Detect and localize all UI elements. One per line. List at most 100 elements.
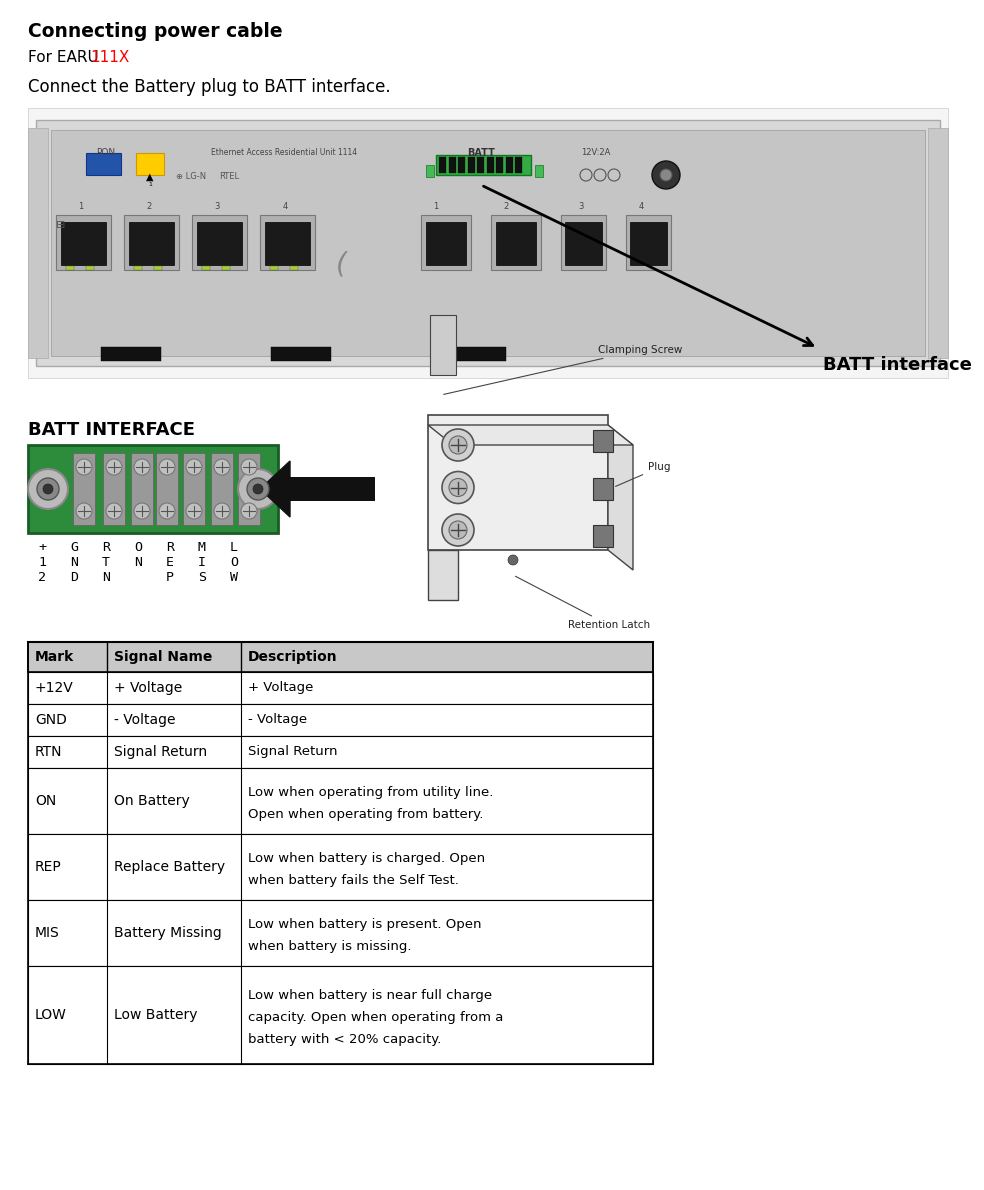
Bar (124, 215, 179, 270)
Bar (129, 223, 174, 265)
Bar (28, 966, 653, 1064)
Circle shape (660, 169, 672, 181)
Circle shape (28, 469, 68, 509)
Text: ⊕ LG-N: ⊕ LG-N (176, 173, 206, 181)
Bar (211, 453, 233, 525)
Text: +: + (38, 541, 46, 555)
Bar (28, 834, 653, 900)
Bar (290, 267, 298, 270)
Circle shape (159, 459, 175, 475)
Circle shape (106, 503, 122, 519)
Text: GND: GND (35, 713, 67, 727)
Text: Clamping Screw: Clamping Screw (444, 345, 682, 394)
Text: 1: 1 (148, 182, 152, 187)
Bar (136, 154, 164, 175)
Text: 4: 4 (639, 202, 644, 211)
Text: + Voltage: + Voltage (248, 682, 313, 695)
Text: 1: 1 (433, 202, 439, 211)
Text: BATT: BATT (467, 148, 495, 158)
Bar (486, 157, 494, 173)
Bar (426, 223, 466, 265)
Bar (36, 120, 940, 367)
Circle shape (186, 459, 202, 475)
Text: battery with < 20% capacity.: battery with < 20% capacity. (248, 1033, 442, 1046)
Bar (426, 165, 434, 177)
Bar (51, 130, 925, 356)
Bar (28, 768, 653, 834)
Text: I: I (198, 556, 206, 569)
Text: capacity. Open when operating from a: capacity. Open when operating from a (248, 1012, 504, 1025)
Polygon shape (260, 461, 290, 516)
Bar (156, 453, 178, 525)
Text: Low Battery: Low Battery (114, 1008, 198, 1022)
Circle shape (442, 430, 474, 461)
Bar (290, 477, 375, 501)
Bar (192, 215, 247, 270)
Text: LOW: LOW (35, 1008, 67, 1022)
Text: + Voltage: + Voltage (114, 681, 182, 695)
Bar (626, 215, 671, 270)
Text: Description: Description (248, 650, 338, 664)
Text: Connect the Battery plug to BATT interface.: Connect the Battery plug to BATT interfa… (28, 79, 391, 96)
Text: Open when operating from battery.: Open when operating from battery. (248, 808, 483, 821)
Circle shape (652, 161, 680, 189)
Circle shape (37, 478, 59, 500)
Bar (439, 157, 446, 173)
Bar (103, 453, 125, 525)
Bar (28, 735, 653, 768)
Text: E: E (166, 556, 174, 569)
Text: - Voltage: - Voltage (114, 713, 175, 727)
Text: G: G (70, 541, 78, 555)
Bar (496, 157, 503, 173)
Bar (496, 223, 536, 265)
Bar (56, 215, 111, 270)
Text: 3: 3 (215, 202, 219, 211)
Circle shape (508, 555, 518, 565)
Bar (86, 267, 94, 270)
Text: when battery fails the Self Test.: when battery fails the Self Test. (248, 873, 459, 887)
Text: L: L (230, 541, 238, 555)
Text: 1: 1 (79, 202, 84, 211)
Circle shape (186, 503, 202, 519)
Bar (28, 445, 278, 533)
Bar (506, 157, 513, 173)
Text: D: D (70, 571, 78, 584)
Circle shape (214, 459, 230, 475)
Text: Low when battery is charged. Open: Low when battery is charged. Open (248, 852, 485, 865)
Circle shape (214, 503, 230, 519)
Bar (458, 157, 465, 173)
Bar (222, 267, 230, 270)
Text: O: O (134, 541, 142, 555)
Text: 3: 3 (579, 202, 584, 211)
Text: Low when battery is near full charge: Low when battery is near full charge (248, 989, 492, 1002)
Text: R: R (102, 541, 110, 555)
Circle shape (106, 459, 122, 475)
Text: BATT interface: BATT interface (823, 356, 972, 374)
Text: ⊟: ⊟ (56, 220, 65, 230)
Bar (593, 525, 613, 547)
Bar (73, 453, 95, 525)
Bar (593, 477, 613, 500)
Circle shape (241, 459, 257, 475)
Circle shape (134, 503, 150, 519)
Polygon shape (428, 425, 633, 445)
Text: (: ( (336, 250, 346, 278)
Text: S: S (198, 571, 206, 584)
Text: +12V: +12V (35, 681, 74, 695)
Circle shape (134, 459, 150, 475)
Text: Mark: Mark (35, 650, 74, 664)
Bar (28, 900, 653, 966)
Bar (134, 267, 142, 270)
Text: when battery is missing.: when battery is missing. (248, 940, 411, 953)
Bar (561, 215, 606, 270)
Text: Plug: Plug (616, 463, 670, 487)
Text: Battery Missing: Battery Missing (114, 926, 221, 940)
Circle shape (247, 478, 269, 500)
Text: N: N (102, 571, 110, 584)
Bar (238, 453, 260, 525)
Bar (270, 267, 278, 270)
Circle shape (76, 503, 92, 519)
Text: 12V:2A: 12V:2A (581, 148, 610, 157)
Bar (477, 157, 484, 173)
Text: R: R (166, 541, 174, 555)
